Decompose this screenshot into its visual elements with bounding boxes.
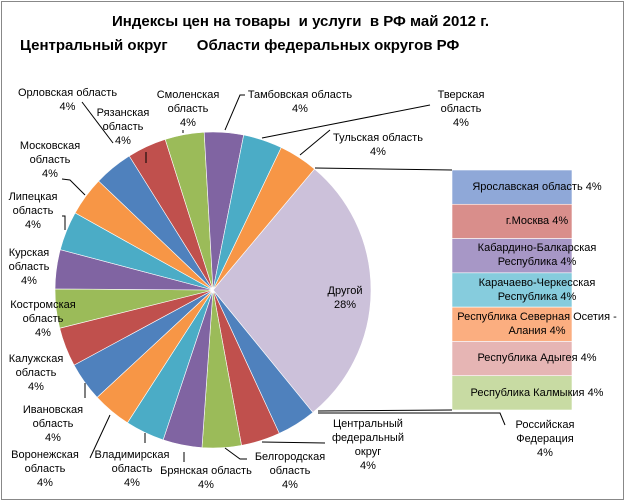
label-ivanovskaya: Ивановская область 4% [22,404,84,444]
label-moskovskaya: Московская область 4% [19,140,81,180]
label-moskva: г.Москва 4% [505,215,569,227]
label-ryazanskaya: Рязанская область 4% [96,107,150,147]
leader-tverskaya [261,104,431,139]
leader-tulskaya [299,129,331,156]
leader-moskovskaya [61,178,86,196]
connector-bottom [317,409,453,412]
bar-segment-0 [451,169,573,205]
label-belgorodskaya: Белгородская область 4% [254,451,326,491]
label-other: Другой 28% [327,285,363,311]
label-orlovskaya: Орловская область 4% [17,87,118,113]
bar-segment-2 [451,238,573,274]
label-cfo: Центральный федеральный округ 4% [332,418,404,472]
label-karachaevo: Карачаево-Черкесская Республика 4% [478,277,596,303]
leader-lipetskaya [62,215,66,230]
leader-rf [318,412,506,426]
chart-title-line1: Индексы цен на товары и услуги в РФ май … [112,13,490,30]
bar-segment-5 [451,341,573,377]
leader-belgorodskaya [224,447,247,460]
label-kurskaya: Курская область 4% [8,247,50,287]
bar-segment-4 [451,306,573,342]
label-rf: Российская Федерация 4% [515,419,575,459]
connector-top [314,167,453,171]
label-tambovskaya: Тамбовская область 4% [247,89,353,115]
bar-segment-6 [451,375,573,411]
label-yaroslavskaya: Ярославская область 4% [472,181,602,193]
leader-orlovskaya [81,101,114,144]
leader-voronezhskaya [89,414,111,459]
label-kabardino: Кабардино-Балкарская Республика 4% [477,242,597,268]
pie-slice-other [212,168,372,413]
leader-lines [61,94,506,462]
label-adygeya: Республика Адыгея 4% [477,352,597,364]
label-vladimirskaya: Владимирская область 4% [94,449,170,489]
leader-cfo [261,441,326,444]
chart-title-line2: Центральный округ Области федеральных ок… [20,37,460,54]
label-bryanskaya: Брянская область 4% [160,465,252,491]
label-kalmykiya: Республика Калмыкия 4% [470,387,604,399]
label-kaluzhskaya: Калужская область 4% [8,353,64,393]
pie-slice-17 [212,147,315,291]
label-tulskaya: Тульская область 4% [333,132,423,158]
label-lipetskaya: Липецкая область 4% [8,191,58,231]
bar-segment-3 [451,272,573,308]
label-voronezhskaya: Воронежская область 4% [11,449,79,489]
label-kostromskaya: Костромская область 4% [10,299,76,339]
label-tverskaya: Тверская область 4% [437,89,485,129]
bar-segment-1 [451,203,573,239]
leader-tambovskaya [224,94,245,131]
label-osetiya: Республика Северная Осетия - Алания 4% [457,311,617,337]
label-smolenskaya: Смоленская область 4% [156,89,220,129]
